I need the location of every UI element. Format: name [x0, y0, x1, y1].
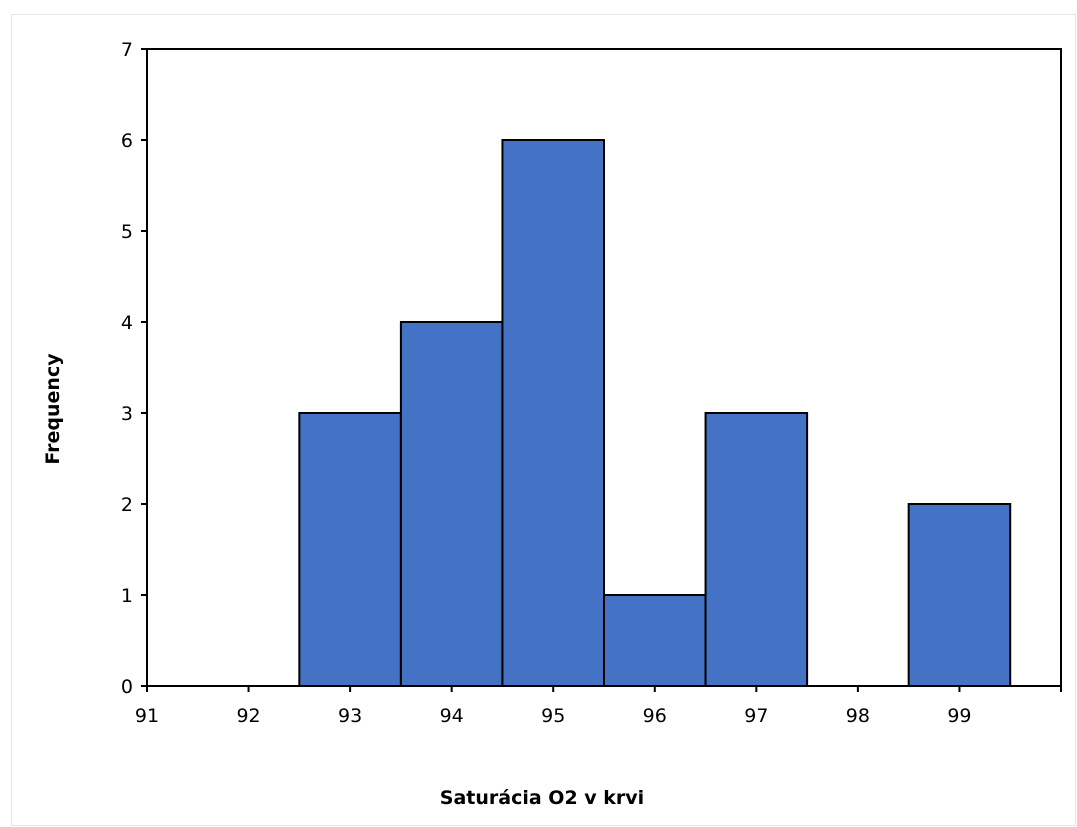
- y-tick-label: 0: [121, 676, 133, 698]
- x-tick-label: 93: [338, 705, 362, 727]
- x-tick-label: 97: [744, 705, 768, 727]
- plot-area-border: [146, 48, 1062, 687]
- y-tick-labels: 0 1 2 3 4 5 6 7: [121, 39, 133, 698]
- y-tick-label: 5: [121, 221, 133, 243]
- chart-frame: 0 1 2 3 4 5 6 7 91 92 93 94 95 96 97 98 99 Saturácia O2…: [11, 14, 1076, 826]
- x-tick-label: 95: [541, 705, 565, 727]
- histogram-bar-99: [907, 503, 1012, 687]
- x-tick-label: 99: [947, 705, 971, 727]
- histogram-chart: 0 1 2 3 4 5 6 7 91 92 93 94 95 96 97 98 99 Saturácia O2…: [42, 39, 1062, 809]
- y-axis-title: Frequency: [42, 353, 64, 465]
- x-tick-label: 94: [440, 705, 464, 727]
- y-tick-label: 1: [121, 585, 133, 607]
- histogram-bar-94: [399, 321, 504, 687]
- y-tick-label: 6: [121, 130, 133, 152]
- x-tick-label: 98: [846, 705, 870, 727]
- x-tick-labels: 91 92 93 94 95 96 97 98 99: [135, 705, 972, 727]
- histogram-bar-93: [298, 412, 402, 687]
- y-tick-label: 4: [121, 312, 133, 334]
- axes-group: [141, 48, 1062, 692]
- histogram-bar-97: [704, 412, 809, 687]
- y-tick-label: 3: [121, 403, 133, 425]
- bars-group: [298, 139, 1012, 687]
- histogram-bar-96: [603, 594, 707, 687]
- x-tick-label: 96: [643, 705, 667, 727]
- y-tick-label: 2: [121, 494, 133, 516]
- histogram-bar-95: [501, 139, 606, 687]
- y-tick-label: 7: [121, 39, 133, 61]
- x-tick-label: 92: [236, 705, 260, 727]
- x-tick-label: 91: [135, 705, 159, 727]
- x-axis-title: Saturácia O2 v krvi: [440, 787, 644, 809]
